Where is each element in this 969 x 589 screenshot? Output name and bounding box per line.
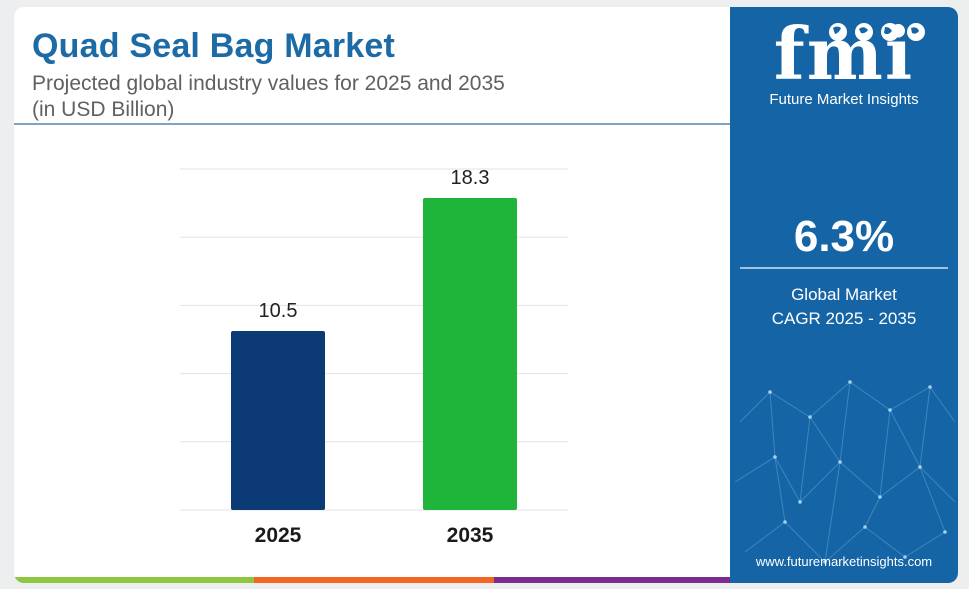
data-label-2035: 18.3 (451, 167, 490, 189)
page-title: Quad Seal Bag Market (32, 27, 396, 65)
stripe-purple (494, 577, 730, 583)
x-tick-label-2035: 2035 (447, 524, 494, 547)
chart-panel: Quad Seal Bag Market Projected global in… (14, 7, 730, 583)
bar-2025 (231, 330, 325, 510)
bar-2035 (423, 197, 517, 511)
cagr-value: 6.3% (793, 212, 895, 261)
header-divider (14, 123, 730, 125)
stripe-orange (254, 577, 494, 583)
brand-name: Future Market Insights (769, 91, 919, 108)
brand-panel: fmi Future Market Insights 6.3% (730, 7, 958, 583)
page-subtitle: Projected global industry values for 202… (32, 71, 652, 123)
network-graphic (734, 380, 956, 564)
x-tick-label-2025: 2025 (255, 524, 302, 547)
fmi-logo: fmi Future Market Insights (730, 15, 958, 108)
cagr-label: Global Market CAGR 2025 - 2035 (730, 283, 958, 331)
website-link[interactable]: www.futuremarketinsights.com (755, 554, 933, 569)
report-card: Quad Seal Bag Market Projected global in… (14, 7, 958, 583)
bar-chart: 10.5 2025 18.3 2035 (180, 167, 568, 547)
stripe-green (14, 577, 254, 583)
data-label-2025: 10.5 (259, 300, 298, 322)
globe-icons (829, 23, 925, 41)
subtitle-line-2: (in USD Billion) (32, 98, 175, 121)
cagr-label-line-1: Global Market (791, 285, 897, 304)
cagr-divider (740, 267, 948, 269)
subtitle-line-1: Projected global industry values for 202… (32, 72, 505, 95)
cagr-label-line-2: CAGR 2025 - 2035 (771, 309, 917, 328)
